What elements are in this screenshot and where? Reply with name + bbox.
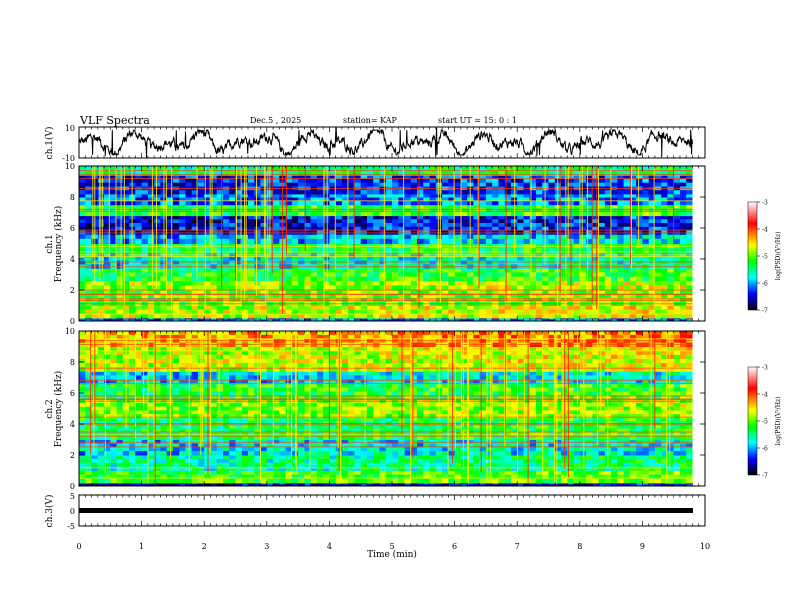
ch3-ylabel: ch.3(V) xyxy=(44,495,55,528)
colorbar-tick-label: -3 xyxy=(762,200,768,207)
ytick-label: 10 xyxy=(65,162,75,171)
x-tick-label: 4 xyxy=(327,542,332,551)
ytick-label: 6 xyxy=(70,389,75,398)
ch3-panel: 5 0 -5 ch.3(V) xyxy=(44,492,705,531)
colorbar-tick-label: -7 xyxy=(762,308,768,315)
ch1-waveform-panel: 10 -10 ch.1(V) xyxy=(44,124,705,163)
ch3-ytick-mid: 0 xyxy=(70,507,75,516)
colorbar-tick-label: -3 xyxy=(762,365,768,372)
colorbar-1-label: log(PSD)(V²/Hz) xyxy=(775,232,782,281)
x-tick-label: 1 xyxy=(139,542,144,551)
ytick-label: 10 xyxy=(65,327,75,336)
ytick-label: 2 xyxy=(70,451,75,460)
ytick-label: 0 xyxy=(70,317,75,326)
ch1-waveform-line xyxy=(79,127,693,158)
x-tick-label: 0 xyxy=(76,542,81,551)
ytick-label: 0 xyxy=(70,482,75,491)
colorbar-2: -3 -4 -5 -6 -7 log(PSD)(V²/Hz) xyxy=(748,365,782,480)
date-label: Dec.5 , 2025 xyxy=(250,116,301,125)
x-tick-label: 10 xyxy=(700,542,710,551)
ytick-label: 2 xyxy=(70,286,75,295)
ch3-ytick-bottom: -5 xyxy=(67,522,75,531)
colorbar-1: -3 -4 -5 -6 -7 log(PSD)(V²/Hz) xyxy=(748,200,782,315)
colorbar-tick-label: -4 xyxy=(762,392,768,399)
colorbar-2-label: log(PSD)(V²/Hz) xyxy=(775,397,782,446)
colorbar-tick-label: -5 xyxy=(762,419,768,426)
colorbar-tick-label: -7 xyxy=(762,473,768,480)
ytick-label: 4 xyxy=(70,255,75,264)
ch3-ytick-top: 5 xyxy=(70,492,75,501)
ch1-ylabel: ch.1(V) xyxy=(44,127,55,160)
ch1-spec-ylabel: Frequency (kHz) xyxy=(53,206,64,283)
start-time-label: start UT = 15: 0 : 1 xyxy=(438,116,517,125)
figure-title: VLF Spectra xyxy=(79,114,150,127)
ch2-spec-ylabel: Frequency (kHz) xyxy=(53,371,64,448)
ytick-label: 8 xyxy=(70,358,75,367)
x-tick-label: 2 xyxy=(202,542,207,551)
station-label: station= KAP xyxy=(343,116,398,125)
x-axis-label: Time (min) xyxy=(367,549,417,560)
colorbar-tick-label: -5 xyxy=(762,254,768,261)
x-tick-label: 7 xyxy=(515,542,520,551)
colorbar-tick-label: -4 xyxy=(762,227,768,234)
ch1-ytick-top: 10 xyxy=(65,124,75,133)
x-tick-label: 6 xyxy=(452,542,457,551)
x-tick-label: 3 xyxy=(264,542,269,551)
ch3-signal-bar xyxy=(79,508,693,513)
colorbar-tick-label: -6 xyxy=(762,446,768,453)
ytick-label: 8 xyxy=(70,193,75,202)
colorbar-tick-label: -6 xyxy=(762,281,768,288)
ytick-label: 6 xyxy=(70,224,75,233)
x-tick-label: 9 xyxy=(640,542,645,551)
ytick-label: 4 xyxy=(70,420,75,429)
x-tick-label: 8 xyxy=(577,542,582,551)
